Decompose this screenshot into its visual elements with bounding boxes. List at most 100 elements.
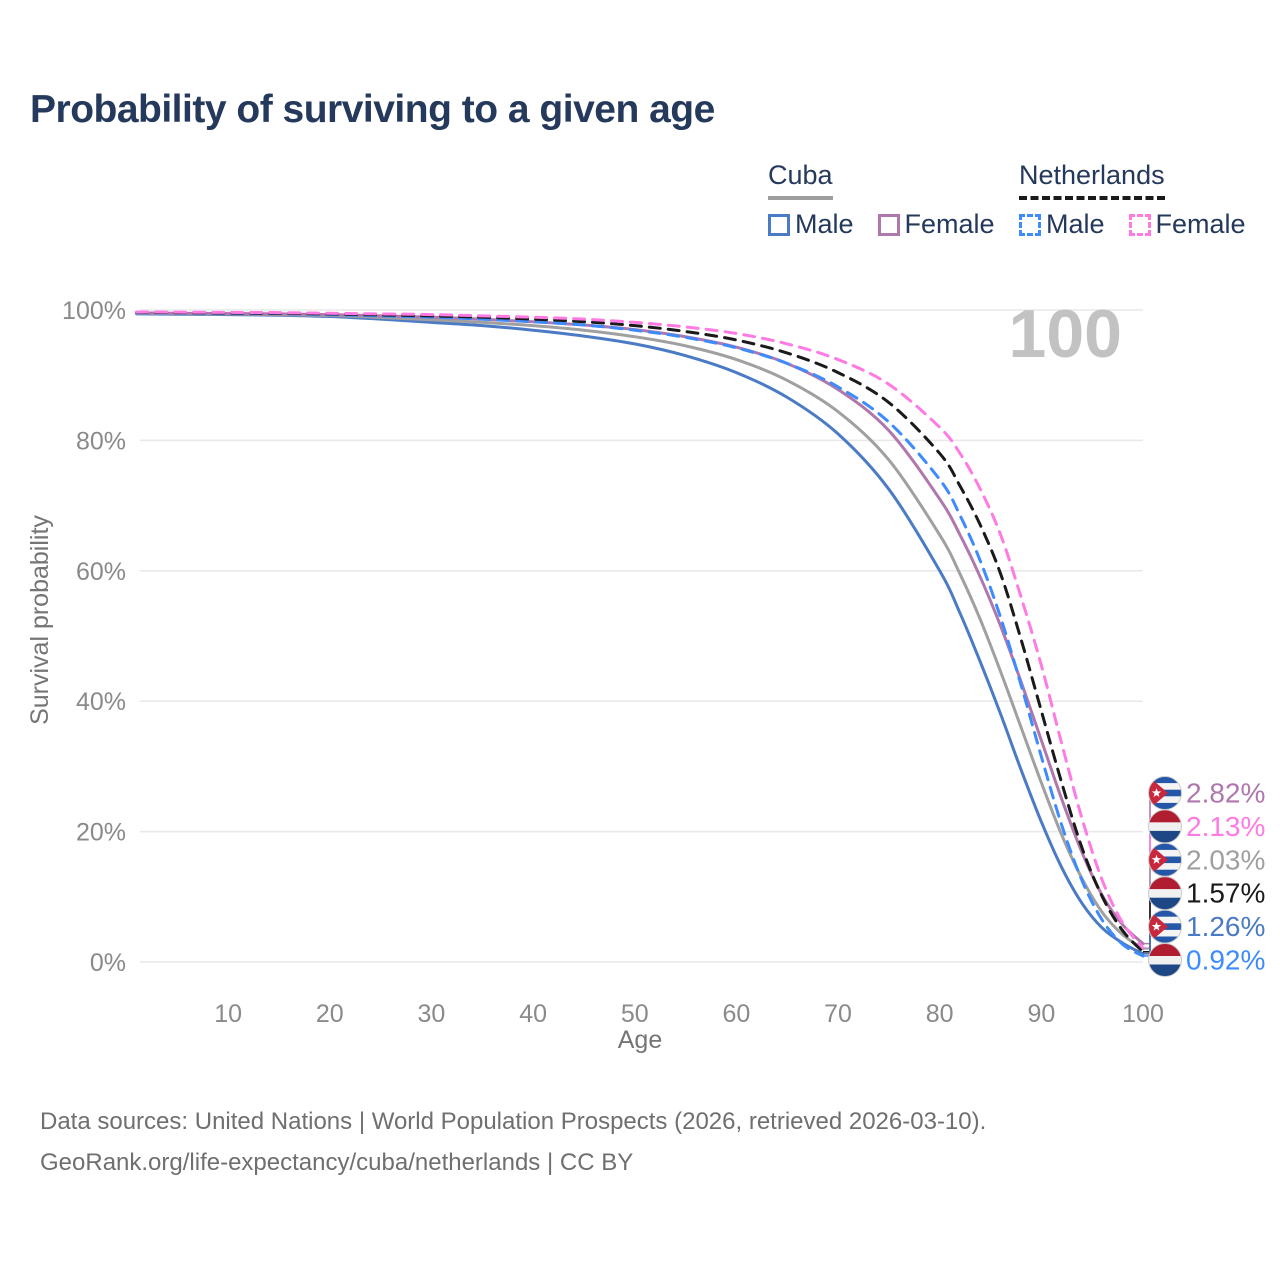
curve-cuba-male[interactable] [135,312,1145,956]
flag-art [1148,943,1182,977]
x-tick-label: 90 [1027,1000,1055,1028]
footer-attribution: GeoRank.org/life-expectancy/cuba/netherl… [40,1149,634,1176]
cuba-star [1151,921,1162,931]
nl-band-white [1148,889,1182,898]
legend-header-cuba: Cuba [768,160,995,200]
cuba-star [1151,854,1162,864]
cuba-flag-icon [1148,842,1182,877]
legend-swatch-cuba-female [877,213,900,236]
y-axis-title: Survival probability [26,515,54,725]
y-tick-label: 0% [90,949,126,977]
x-tick-label: 50 [621,1000,649,1028]
flag-art [1148,843,1182,877]
curve-netherlands-male[interactable] [135,311,1145,958]
legend-swatch-netherlands-female [1128,213,1151,236]
cuba-stripe [1148,936,1182,944]
x-tick-label: 70 [824,1000,852,1028]
cuba-stripe [1148,802,1182,810]
end-label-value: 0.92% [1186,945,1265,976]
curve-cuba-both-sexes[interactable] [135,311,1145,951]
flag-art [1148,876,1182,910]
x-tick-label: 30 [418,1000,446,1028]
x-tick-label: 10 [214,1000,242,1028]
x-axis-tick-labels: 10 20 30 40 50 60 70 80 90 100 [214,1000,1164,1028]
x-tick-label: 20 [316,1000,344,1028]
cuba-stripe [1148,776,1182,784]
y-tick-label: 40% [76,688,126,716]
x-tick-label: 80 [926,1000,954,1028]
legend-item-netherlands-male-label: Male [1046,209,1105,239]
nl-band-white [1148,956,1182,965]
y-axis-tick-labels: 100% 80% 60% 40% 20% 0% [62,297,126,977]
curve-netherlands-female[interactable] [135,310,1145,950]
end-label-row: 1.57% [1143,876,1265,953]
curve-netherlands-both-sexes[interactable] [135,310,1145,954]
legend-swatch-cuba-male [768,213,790,236]
flag-border [1148,943,1182,977]
legend-item-netherlands-female-label: Female [1155,209,1246,239]
page-title: Probability of surviving to a given age [30,88,715,131]
legend-items-netherlands: Male Female [1019,209,1246,240]
end-label-value: 1.57% [1186,878,1265,909]
cuba-stripe [1148,849,1182,857]
chart-legend: Cuba Male Female Netherlands Male Female [0,160,1280,240]
y-tick-label: 20% [76,819,126,847]
cuba-flag-icon [1148,909,1182,944]
legend-item-cuba-male[interactable]: Male [768,209,854,240]
legend-swatch-netherlands-male [1019,213,1041,236]
legend-item-cuba-female[interactable]: Female [877,209,995,240]
gridlines [140,309,1143,963]
cuba-stripe [1148,783,1182,791]
legend-header-netherlands: Netherlands [1019,160,1246,200]
cuba-stripe [1148,929,1182,937]
legend-item-cuba-male-label: Male [795,209,854,239]
end-label-row: 2.13% [1143,809,1265,949]
cuba-stripe [1148,869,1182,877]
nl-band-blue [1148,964,1182,977]
flag-art [1148,776,1182,810]
legend-item-netherlands-female[interactable]: Female [1128,209,1246,240]
legend-group-netherlands: Netherlands Male Female [1019,160,1246,240]
curves [135,310,1145,958]
y-tick-label: 80% [76,427,126,455]
hover-age-watermark: 100 [1009,296,1122,372]
end-label-row: 1.26% [1143,909,1265,955]
legend-header-netherlands-label: Netherlands [1019,160,1165,200]
x-tick-label: 40 [519,1000,547,1028]
nl-band-red [1148,809,1182,823]
cuba-stripe [1148,863,1182,871]
netherlands-flag-icon [1148,876,1182,911]
flag-art [1148,910,1182,944]
cuba-stripe [1148,910,1182,918]
cuba-flag-icon [1148,776,1182,810]
footer-data-sources: Data sources: United Nations | World Pop… [40,1108,987,1135]
netherlands-flag-icon [1148,809,1182,844]
end-label-value: 2.03% [1186,844,1265,875]
nl-band-red [1148,943,1182,956]
x-tick-label: 100 [1122,1000,1164,1028]
y-tick-label: 100% [62,297,126,325]
cuba-stripe [1148,916,1182,924]
nl-band-white [1148,822,1182,831]
legend-item-netherlands-male[interactable]: Male [1019,209,1105,240]
legend-header-cuba-label: Cuba [768,160,833,200]
cuba-stripe [1148,796,1182,804]
end-label-row: 2.82% [1143,776,1265,945]
legend-item-cuba-female-label: Female [904,209,995,239]
end-value-labels: 2.82%2.13%2.03%1.57%1.26%0.92% [1143,776,1265,977]
nl-band-blue [1148,897,1182,910]
cuba-stripe [1148,843,1182,851]
end-label-row: 0.92% [1143,943,1265,977]
curve-cuba-female[interactable] [135,311,1145,946]
cuba-star [1151,788,1162,798]
y-tick-label: 60% [76,558,126,586]
end-label-row: 2.03% [1143,842,1265,950]
netherlands-flag-icon [1148,943,1182,977]
end-label-value: 2.82% [1186,778,1265,809]
legend-group-cuba: Cuba Male Female [768,160,995,240]
legend-items-cuba: Male Female [768,209,995,240]
nl-band-red [1148,876,1182,890]
x-axis-title: Age [618,1026,662,1054]
end-label-value: 2.13% [1186,811,1265,842]
